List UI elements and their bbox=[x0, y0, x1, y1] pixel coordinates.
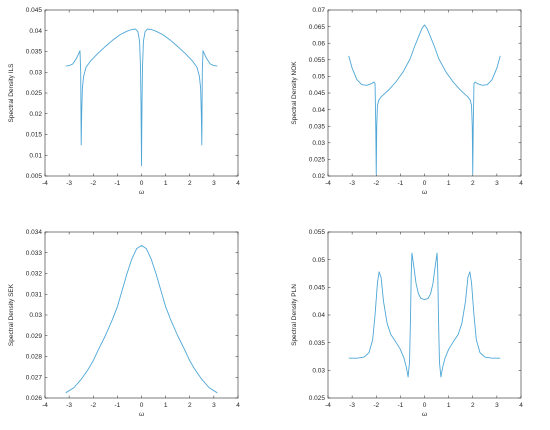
x-tick-label: -4 bbox=[325, 180, 331, 187]
series-line bbox=[65, 28, 218, 167]
axes-box bbox=[327, 231, 522, 399]
x-tick-label: -4 bbox=[325, 402, 331, 409]
x-tick-label: 4 bbox=[236, 180, 240, 187]
subplot-3: -4 -3 -2 -1 0 1 2 3 4 0.026 0.027 0.028 0.029 0.03 0.0… bbox=[8, 229, 240, 418]
y-tick-label: 0.015 bbox=[26, 132, 43, 139]
x-tick-label: 4 bbox=[519, 180, 523, 187]
x-tick-label: -3 bbox=[66, 180, 72, 187]
y-tick-label: 0.027 bbox=[26, 374, 43, 381]
y-tick-label: 0.045 bbox=[309, 285, 326, 292]
x-axis-label: ω bbox=[139, 189, 144, 196]
axes-box bbox=[327, 9, 522, 177]
y-tick-label: 0.035 bbox=[309, 340, 326, 347]
y-tick-label: 0.045 bbox=[26, 7, 43, 14]
x-tick-label: -2 bbox=[373, 180, 379, 187]
y-tick-label: 0.029 bbox=[26, 333, 43, 340]
x-tick-label: 2 bbox=[188, 180, 192, 187]
y-tick-label: 0.032 bbox=[26, 271, 43, 278]
y-tick-label: 0.04 bbox=[312, 312, 325, 319]
axes-box bbox=[44, 231, 239, 399]
x-tick-label: 1 bbox=[164, 402, 168, 409]
x-tick-label: 2 bbox=[188, 402, 192, 409]
y-tick-label: 0.045 bbox=[309, 90, 326, 97]
y-tick-label: 0.005 bbox=[26, 173, 43, 180]
x-tick-label: -1 bbox=[397, 180, 403, 187]
x-tick-label: 4 bbox=[519, 402, 523, 409]
x-tick-label: -3 bbox=[349, 402, 355, 409]
y-axis-label: Spectral Density ILS bbox=[8, 63, 15, 123]
y-tick-label: 0.034 bbox=[26, 229, 43, 236]
x-tick-label: 0 bbox=[423, 402, 427, 409]
y-tick-label: 0.026 bbox=[26, 395, 43, 402]
y-axis-label: Spectral Density PLN bbox=[291, 284, 298, 346]
x-axis-label: ω bbox=[422, 189, 427, 196]
x-tick-label: -1 bbox=[114, 180, 120, 187]
x-tick-label: 3 bbox=[495, 402, 499, 409]
y-axis-label: Spectral Density SEK bbox=[8, 283, 15, 346]
y-tick-label: 0.01 bbox=[29, 152, 42, 159]
y-tick-label: 0.025 bbox=[309, 395, 326, 402]
y-tick-label: 0.033 bbox=[26, 250, 43, 257]
x-tick-label: -3 bbox=[349, 180, 355, 187]
x-tick-label: 1 bbox=[164, 180, 168, 187]
y-tick-label: 0.06 bbox=[312, 40, 325, 47]
x-tick-label: 3 bbox=[212, 180, 216, 187]
x-tick-label: 0 bbox=[140, 180, 144, 187]
y-tick-label: 0.025 bbox=[309, 157, 326, 164]
y-tick-label: 0.055 bbox=[309, 57, 326, 64]
x-tick-label: 0 bbox=[140, 402, 144, 409]
y-tick-label: 0.04 bbox=[29, 28, 42, 35]
y-tick-label: 0.05 bbox=[312, 74, 325, 81]
y-tick-label: 0.05 bbox=[312, 257, 325, 264]
series-line bbox=[65, 245, 218, 394]
y-tick-label: 0.065 bbox=[309, 24, 326, 31]
y-tick-label: 0.02 bbox=[29, 111, 42, 118]
x-tick-label: 1 bbox=[447, 402, 451, 409]
y-tick-label: 0.04 bbox=[312, 107, 325, 114]
y-axis-label: Spectral Density NOK bbox=[291, 61, 298, 125]
series-line bbox=[348, 24, 501, 175]
x-tick-label: -4 bbox=[42, 180, 48, 187]
y-tick-label: 0.02 bbox=[312, 173, 325, 180]
x-tick-label: -2 bbox=[373, 402, 379, 409]
y-tick-label: 0.035 bbox=[309, 123, 326, 130]
x-tick-label: 2 bbox=[471, 402, 475, 409]
subplot-1: -4 -3 -2 -1 0 1 2 3 4 0.005 0.01 0.015 0.02 0.025 0.03… bbox=[8, 7, 240, 196]
x-tick-label: 0 bbox=[423, 180, 427, 187]
y-tick-label: 0.03 bbox=[312, 368, 325, 375]
y-tick-label: 0.035 bbox=[26, 49, 43, 56]
x-tick-label: 1 bbox=[447, 180, 451, 187]
y-tick-label: 0.03 bbox=[312, 140, 325, 147]
x-axis-label: ω bbox=[139, 411, 144, 418]
y-tick-label: 0.028 bbox=[26, 354, 43, 361]
y-tick-label: 0.025 bbox=[26, 90, 43, 97]
y-tick-label: 0.03 bbox=[29, 69, 42, 76]
series-line bbox=[348, 252, 501, 378]
x-axis-label: ω bbox=[422, 411, 427, 418]
subplot-2: -4 -3 -2 -1 0 1 2 3 4 0.02 0.025 0.03 0.035 0.04 0.045… bbox=[291, 7, 523, 196]
x-tick-label: -3 bbox=[66, 402, 72, 409]
y-tick-label: 0.07 bbox=[312, 7, 325, 14]
y-tick-label: 0.031 bbox=[26, 291, 43, 298]
x-tick-label: 2 bbox=[471, 180, 475, 187]
subplot-4: -4 -3 -2 -1 0 1 2 3 4 0.025 0.03 0.035 0.04 0.045 0.05… bbox=[291, 229, 523, 418]
x-tick-label: 4 bbox=[236, 402, 240, 409]
y-tick-label: 0.055 bbox=[309, 229, 326, 236]
x-tick-label: -1 bbox=[397, 402, 403, 409]
x-tick-label: 3 bbox=[212, 402, 216, 409]
x-tick-label: 3 bbox=[495, 180, 499, 187]
x-tick-label: -2 bbox=[90, 180, 96, 187]
x-tick-label: -2 bbox=[90, 402, 96, 409]
x-tick-label: -4 bbox=[42, 402, 48, 409]
x-tick-label: -1 bbox=[114, 402, 120, 409]
y-tick-label: 0.03 bbox=[29, 312, 42, 319]
